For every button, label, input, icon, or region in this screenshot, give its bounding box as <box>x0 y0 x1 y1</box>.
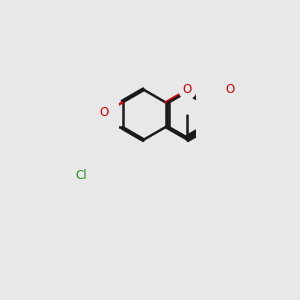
Text: O: O <box>182 83 192 97</box>
Text: O: O <box>225 83 235 97</box>
Text: Cl: Cl <box>75 169 87 182</box>
Text: O: O <box>100 106 109 119</box>
